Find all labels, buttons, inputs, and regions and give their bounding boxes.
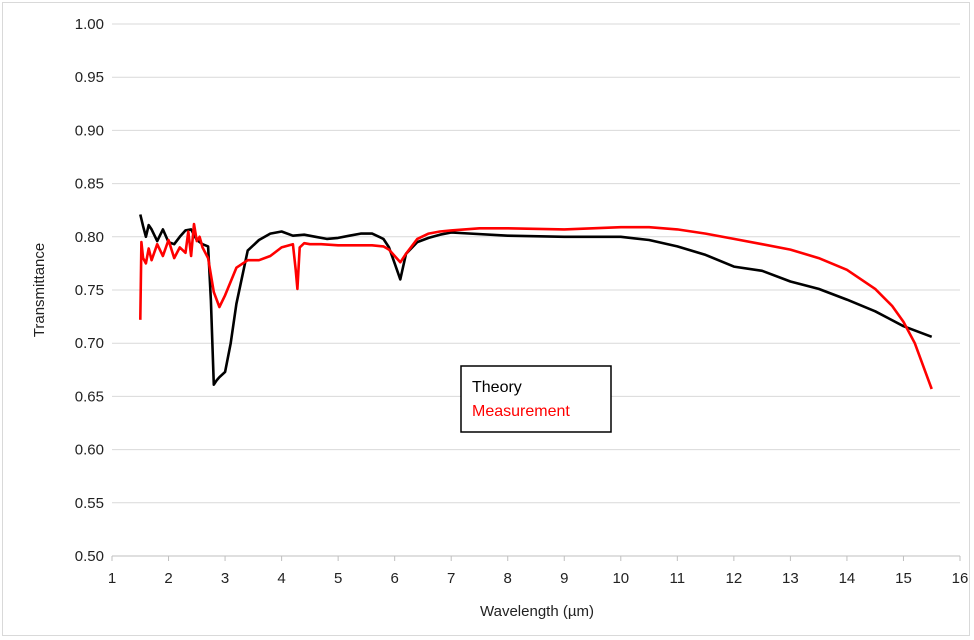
x-tick-label: 6 (390, 570, 398, 587)
y-tick-label: 0.55 (75, 495, 104, 512)
x-tick-label: 13 (782, 570, 799, 587)
x-tick-label: 8 (504, 570, 512, 587)
axes: 0.50 0.55 0.60 0.65 0.70 0.75 0.80 0.85 0.90 0.95… (75, 16, 969, 587)
x-tick-label: 14 (839, 570, 856, 587)
y-tick-label: 0.50 (75, 548, 104, 565)
legend: Theory Measurement (460, 365, 612, 433)
x-tick-label: 11 (670, 570, 686, 587)
y-tick-label: 1.00 (75, 16, 104, 33)
y-tick-label: 0.65 (75, 388, 104, 405)
x-tick-label: 9 (560, 570, 568, 587)
y-tick-label: 0.75 (75, 282, 104, 299)
y-tick-label: 0.70 (75, 335, 104, 352)
series-line-measurement (139, 222, 933, 390)
y-tick-label: 0.90 (75, 122, 104, 139)
x-tick-label: 15 (895, 570, 912, 587)
x-tick-label: 5 (334, 570, 342, 587)
x-tick-label: 1 (108, 570, 116, 587)
x-tick-label: 3 (221, 570, 229, 587)
legend-box (460, 365, 612, 433)
x-tick-label: 2 (164, 570, 172, 587)
y-tick-label: 0.60 (75, 442, 104, 459)
x-tick-label: 7 (447, 570, 455, 587)
y-axis-title: Transmittance (31, 243, 48, 337)
series-line-theory (139, 214, 933, 386)
y-tick-label: 0.80 (75, 229, 104, 246)
x-tick-label: 10 (612, 570, 629, 587)
x-tick-label: 4 (277, 570, 285, 587)
series-lines (139, 214, 933, 390)
y-tick-label: 0.95 (75, 69, 104, 86)
x-tick-label: 12 (726, 570, 743, 587)
x-tick-label: 16 (952, 570, 969, 587)
legend-label-theory: Theory (472, 379, 522, 396)
y-tick-label: 0.85 (75, 176, 104, 193)
legend-label-measurement: Measurement (472, 403, 570, 420)
x-axis-title: Wavelength (µm) (480, 603, 594, 620)
